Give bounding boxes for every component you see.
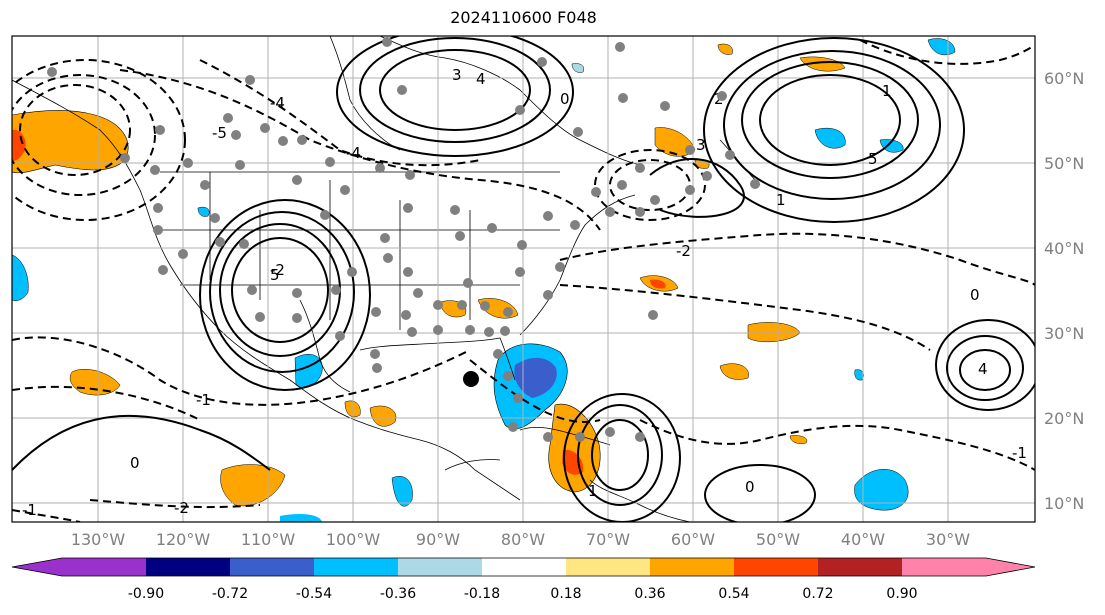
colorbar-min-extension	[12, 558, 62, 576]
contour-label: 3	[452, 66, 462, 84]
colorbar-bin	[650, 558, 734, 576]
lon-label: 70°W	[586, 530, 630, 549]
colorbar-tick-label: 0.18	[550, 586, 581, 602]
contour-label: 3	[696, 136, 706, 154]
colorbar-bin	[314, 558, 398, 576]
contour-label: 0	[560, 90, 570, 108]
lon-label: 130°W	[71, 530, 126, 549]
contour-label: -2	[676, 242, 691, 260]
map-title: 2024110600 F048	[450, 8, 597, 27]
contour-label: -2	[174, 499, 189, 517]
lon-label: 100°W	[326, 530, 381, 549]
storm-center-marker	[463, 371, 479, 387]
lat-label: 50°N	[1044, 154, 1084, 173]
colorbar-tick-label: -0.18	[464, 586, 500, 602]
map-frame	[11, 35, 1036, 523]
contour-label: -1	[1012, 444, 1027, 462]
colorbar-bin	[818, 558, 902, 576]
longitude-axis: 130°W 120°W 110°W 100°W 90°W 80°W 70°W 6…	[71, 530, 970, 549]
colorbar-tick-label: -0.36	[380, 586, 416, 602]
contour-label: -4	[270, 94, 285, 112]
latitude-axis: 60°N 50°N 40°N 30°N 20°N 10°N	[1044, 69, 1084, 513]
colorbar-tick-label: 0.54	[718, 586, 749, 602]
lon-label: 60°W	[671, 530, 715, 549]
colorbar-tick-label: -0.90	[128, 586, 164, 602]
colorbar-bin	[734, 558, 818, 576]
lon-label: 120°W	[156, 530, 211, 549]
coastline-layer	[12, 36, 761, 522]
colorbar-tick-label: -0.72	[212, 586, 248, 602]
colorbar: -0.90 -0.72 -0.54 -0.36 -0.18 0.18 0.36 …	[11, 557, 1036, 602]
station-markers	[47, 37, 760, 442]
shading-layer	[12, 38, 956, 522]
lon-label: 110°W	[241, 530, 296, 549]
contour-label: -1	[22, 501, 37, 519]
colorbar-bin	[566, 558, 650, 576]
contour-label: 5	[270, 266, 280, 284]
lat-label: 30°N	[1044, 324, 1084, 343]
colorbar-tick-label: -0.54	[296, 586, 332, 602]
contour-label: 1	[588, 482, 598, 500]
positive-contours	[12, 36, 1035, 522]
lat-label: 40°N	[1044, 239, 1084, 258]
contour-label: 4	[978, 360, 988, 378]
colorbar-tick-label: 0.36	[634, 586, 665, 602]
colorbar-tick-label: 0.90	[886, 586, 917, 602]
colorbar-bin	[482, 558, 566, 576]
contour-label: 0	[745, 478, 755, 496]
lon-label: 40°W	[841, 530, 885, 549]
lon-label: 30°W	[926, 530, 970, 549]
contour-label: 0	[970, 286, 980, 304]
contour-label: -4	[346, 144, 361, 162]
contour-label: -5	[212, 124, 227, 142]
lon-label: 50°W	[756, 530, 800, 549]
lon-label: 90°W	[416, 530, 460, 549]
contour-label: 5	[868, 150, 878, 168]
colorbar-bin	[398, 558, 482, 576]
colorbar-bin	[902, 558, 986, 576]
colorbar-tick-label: 0.72	[802, 586, 833, 602]
lat-label: 60°N	[1044, 69, 1084, 88]
contour-label: 4	[476, 70, 486, 88]
map-panel: -2 5 -5 -4 -4 4 3 0 2 1 5 3 1 -2 0 4 -1 …	[12, 36, 1035, 522]
lon-label: 80°W	[501, 530, 545, 549]
lat-label: 20°N	[1044, 409, 1084, 428]
lat-label: 10°N	[1044, 494, 1084, 513]
contour-label: 0	[130, 454, 140, 472]
colorbar-max-extension	[986, 558, 1035, 576]
contour-label: -2	[270, 261, 285, 279]
contour-label: -1	[196, 391, 211, 409]
contour-label: 1	[882, 82, 892, 100]
contour-label: 1	[776, 191, 786, 209]
colorbar-bin	[146, 558, 230, 576]
colorbar-bin	[230, 558, 314, 576]
colorbar-bin	[62, 558, 146, 576]
